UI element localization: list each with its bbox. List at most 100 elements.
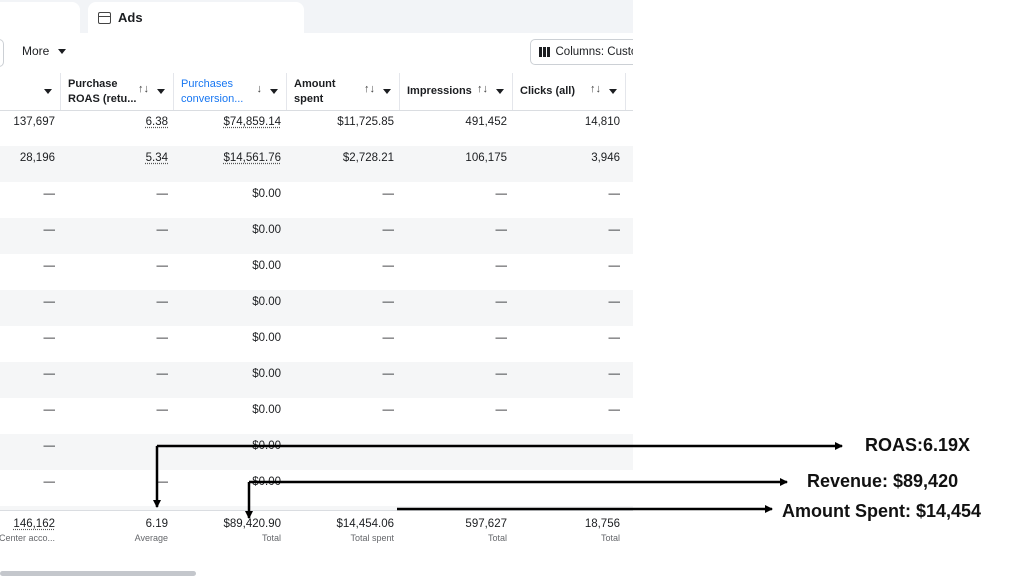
column-header-title: Purchases conversion... bbox=[181, 77, 243, 107]
table-cell-purchases_value[interactable]: $14,561.76 bbox=[223, 152, 281, 164]
table-row[interactable]: 137,697 6.38 $74,859.14 $11,725.85 491,452 14… bbox=[0, 110, 633, 146]
table-cell-roas: — bbox=[156, 476, 169, 488]
table-cell: $0.00 bbox=[174, 362, 287, 398]
table-cell-c0: — bbox=[43, 440, 56, 452]
ads-window-icon bbox=[98, 11, 111, 24]
table-cell: — bbox=[400, 470, 513, 506]
table-cell-impressions: — bbox=[495, 332, 508, 344]
totals-cell-impressions: 597,627 Total bbox=[400, 511, 513, 553]
table-cell: — bbox=[513, 218, 626, 254]
table-cell-impressions: 491,452 bbox=[465, 116, 507, 128]
table-cell: — bbox=[513, 290, 626, 326]
column-menu-chevron-icon[interactable] bbox=[44, 89, 52, 94]
totals-label: Total spent bbox=[350, 533, 394, 543]
table-cell-impressions: — bbox=[495, 440, 508, 452]
column-header-purchases_value[interactable]: Purchases conversion... ↓ bbox=[174, 73, 287, 110]
column-header-title-line: Amount bbox=[294, 78, 336, 90]
table-row[interactable]: — — $0.00 — — — bbox=[0, 290, 633, 326]
table-row[interactable]: 28,196 5.34 $14,561.76 $2,728.21 106,175 3,94… bbox=[0, 146, 633, 182]
table-cell: 491,452 bbox=[400, 110, 513, 146]
table-cell-c0: — bbox=[43, 188, 56, 200]
table-row[interactable]: — — $0.00 — — — bbox=[0, 434, 633, 470]
column-menu-chevron-icon[interactable] bbox=[496, 89, 504, 94]
table-cell-roas: — bbox=[156, 368, 169, 380]
table-row[interactable]: — — $0.00 — — — bbox=[0, 362, 633, 398]
table-cell: 14,810 bbox=[513, 110, 626, 146]
totals-cell-purchases_value: $89,420.90 Total bbox=[174, 511, 287, 553]
table-cell: — bbox=[287, 254, 400, 290]
column-header-title-line: Purchases bbox=[181, 78, 233, 90]
column-header-c0[interactable] bbox=[0, 73, 61, 110]
table-cell: 6.38 bbox=[61, 110, 174, 146]
more-button[interactable]: More bbox=[22, 44, 67, 58]
table-cell-amount_spent: — bbox=[382, 188, 395, 200]
table-row[interactable]: — — $0.00 — — — bbox=[0, 218, 633, 254]
totals-value: 146,162 bbox=[13, 518, 55, 530]
column-menu-chevron-icon[interactable] bbox=[270, 89, 278, 94]
table-cell: — bbox=[61, 398, 174, 434]
table-cell: — bbox=[0, 434, 61, 470]
tab-ads[interactable]: Ads bbox=[88, 2, 304, 33]
table-cell: $0.00 bbox=[174, 434, 287, 470]
table-cell-roas: — bbox=[156, 296, 169, 308]
table-cell-c0: 28,196 bbox=[19, 152, 55, 164]
table-cell-amount_spent: — bbox=[382, 368, 395, 380]
table-row[interactable]: — — $0.00 — — — bbox=[0, 254, 633, 290]
column-header-clicks[interactable]: Clicks (all) ↑↓ bbox=[513, 73, 626, 110]
toolbar-button-partial[interactable] bbox=[0, 39, 4, 67]
ads-manager-table-view: Ads More Columns: Custom Purchase ROAS (r… bbox=[0, 0, 633, 576]
table-cell-c0: 137,697 bbox=[13, 116, 55, 128]
column-menu-chevron-icon[interactable] bbox=[383, 89, 391, 94]
table-cell: — bbox=[0, 362, 61, 398]
table-row[interactable]: — — $0.00 — — — bbox=[0, 182, 633, 218]
table-cell-c0: — bbox=[43, 404, 56, 416]
sort-icon[interactable]: ↑↓ bbox=[477, 83, 488, 95]
table-cell: — bbox=[0, 254, 61, 290]
table-cell-impressions: — bbox=[495, 224, 508, 236]
horizontal-scrollbar[interactable] bbox=[0, 571, 196, 576]
table-cell-c0: — bbox=[43, 224, 56, 236]
column-menu-chevron-icon[interactable] bbox=[609, 89, 617, 94]
table-cell: — bbox=[0, 182, 61, 218]
table-cell: 28,196 bbox=[0, 146, 61, 182]
table-cell-impressions: 106,175 bbox=[465, 152, 507, 164]
table-cell-clicks: 14,810 bbox=[584, 116, 620, 128]
table-cell-purchases_value: $0.00 bbox=[252, 188, 281, 200]
columns-icon bbox=[539, 47, 550, 57]
table-cell-roas[interactable]: 5.34 bbox=[145, 152, 168, 164]
column-header-amount_spent[interactable]: Amount spent ↑↓ bbox=[287, 73, 400, 110]
table-cell: — bbox=[513, 254, 626, 290]
table-cell-impressions: — bbox=[495, 476, 508, 488]
column-header-title-line: Purchase bbox=[68, 78, 118, 90]
table-row[interactable]: — — $0.00 — — — bbox=[0, 470, 633, 506]
table-cell-purchases_value: $0.00 bbox=[252, 224, 281, 236]
table-cell: — bbox=[513, 434, 626, 470]
column-header-roas[interactable]: Purchase ROAS (retu... ↑↓ bbox=[61, 73, 174, 110]
table-cell-roas: — bbox=[156, 260, 169, 272]
table-cell-purchases_value: $0.00 bbox=[252, 368, 281, 380]
table-cell-clicks: — bbox=[608, 260, 621, 272]
sort-icon[interactable]: ↑↓ bbox=[364, 83, 375, 95]
annotation-revenue: Revenue: $89,420 bbox=[807, 471, 959, 491]
table-cell-purchases_value[interactable]: $74,859.14 bbox=[223, 116, 281, 128]
table-cell-purchases_value: $0.00 bbox=[252, 332, 281, 344]
table-cell: 106,175 bbox=[400, 146, 513, 182]
table-cell-roas[interactable]: 6.38 bbox=[145, 116, 168, 128]
totals-label: Total bbox=[600, 533, 620, 543]
table-cell: — bbox=[400, 254, 513, 290]
table-row[interactable]: — — $0.00 — — — bbox=[0, 398, 633, 434]
sort-icon[interactable]: ↑↓ bbox=[138, 83, 149, 95]
tab-previous[interactable] bbox=[0, 2, 80, 33]
table-cell: — bbox=[287, 362, 400, 398]
sort-icon[interactable]: ↑↓ bbox=[590, 83, 601, 95]
table-cell-clicks: 3,946 bbox=[591, 152, 620, 164]
sort-icon[interactable]: ↓ bbox=[256, 83, 263, 95]
column-header-impressions[interactable]: Impressions ↑↓ bbox=[400, 73, 513, 110]
columns-button[interactable]: Columns: Custom bbox=[530, 39, 633, 65]
table-row[interactable]: — — $0.00 — — — bbox=[0, 326, 633, 362]
table-cell-impressions: — bbox=[495, 260, 508, 272]
table-cell-clicks: — bbox=[608, 296, 621, 308]
table-cell-c0: — bbox=[43, 368, 56, 380]
column-menu-chevron-icon[interactable] bbox=[157, 89, 165, 94]
table-cell: — bbox=[61, 182, 174, 218]
